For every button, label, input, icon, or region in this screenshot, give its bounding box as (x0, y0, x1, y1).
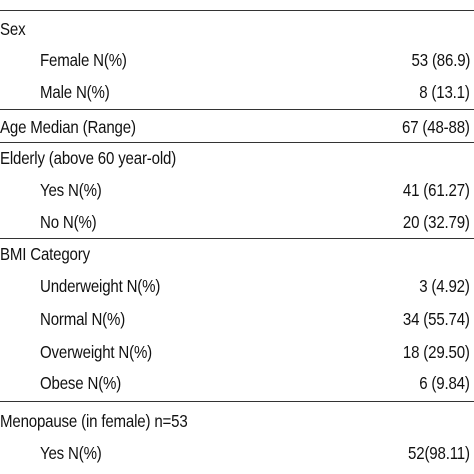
table-row-menopause-yes: Yes N(%) 52(98.11) (0, 437, 474, 470)
row-label: Menopause (in female) n=53 (0, 411, 188, 431)
row-label: Normal N(%) (40, 309, 126, 329)
header-rule (0, 10, 474, 11)
table-row-male: Male N(%) 8 (13.1) (0, 76, 474, 109)
row-divider (0, 401, 474, 402)
row-label: Sex (0, 19, 26, 39)
row-value: 67 (48-88) (402, 117, 470, 137)
table-row-bmi: BMI Category (0, 238, 474, 271)
table-row-elderly: Elderly (above 60 year-old) (0, 142, 474, 175)
row-value: 18 (29.50) (403, 342, 470, 362)
table-row-obese: Obese N(%) 6 (9.84) (0, 367, 474, 400)
table-row-female: Female N(%) 53 (86.9) (0, 44, 474, 77)
row-value: 34 (55.74) (403, 309, 470, 329)
table-row-elderly-yes: Yes N(%) 41 (61.27) (0, 174, 474, 207)
table-row-normal: Normal N(%) 34 (55.74) (0, 303, 474, 336)
row-label: BMI Category (0, 244, 90, 264)
row-label: Male N(%) (40, 82, 110, 102)
row-label: Underweight N(%) (40, 276, 161, 296)
table-row-sex: Sex (0, 13, 474, 46)
table-row-elderly-no: No N(%) 20 (32.79) (0, 206, 474, 239)
row-label: Elderly (above 60 year-old) (0, 148, 177, 168)
table-row-menopause: Menopause (in female) n=53 (0, 405, 474, 438)
row-value: 6 (9.84) (419, 373, 471, 393)
row-label: Female N(%) (40, 50, 127, 70)
row-label: Age Median (Range) (0, 117, 136, 137)
row-value: 53 (86.9) (411, 50, 470, 70)
row-label: Yes N(%) (40, 180, 102, 200)
row-value: 41 (61.27) (403, 180, 470, 200)
row-label: Obese N(%) (40, 373, 122, 393)
table-row-overweight: Overweight N(%) 18 (29.50) (0, 336, 474, 369)
row-divider (0, 109, 474, 110)
row-divider (0, 238, 474, 239)
row-divider (0, 142, 474, 143)
row-label: Yes N(%) (40, 443, 102, 463)
table-row-underweight: Underweight N(%) 3 (4.92) (0, 270, 474, 303)
row-label: No N(%) (40, 212, 97, 232)
row-value: 8 (13.1) (419, 82, 471, 102)
row-value: 3 (4.92) (419, 276, 471, 296)
row-value: 52(98.11) (408, 443, 470, 463)
row-value: 20 (32.79) (403, 212, 470, 232)
row-label: Overweight N(%) (40, 342, 153, 362)
table-row-age: Age Median (Range) 67 (48-88) (0, 111, 474, 144)
